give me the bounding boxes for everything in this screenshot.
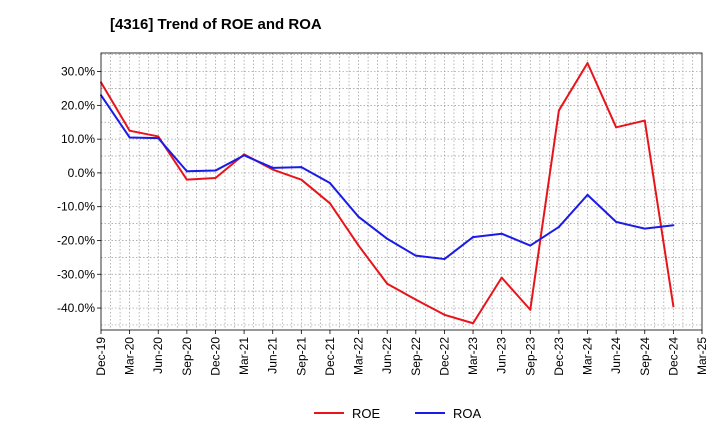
roa-data-point [271,166,274,169]
roa-data-point [300,166,303,169]
roe-data-point [500,276,503,279]
roa-data-point [414,254,417,257]
roe-data-point [386,282,389,285]
roe-data-point [185,178,188,181]
roa-data-point [643,227,646,230]
roe-data-point [586,62,589,65]
roa-data-point [557,225,560,228]
legend: ROE ROA [314,406,482,421]
x-tick-label: Dec-19 [94,337,108,376]
x-tick-label: Sep-24 [638,337,652,376]
x-tick-label: Jun-21 [266,337,280,374]
x-tick-label: Mar-20 [123,337,137,375]
roe-data-point [643,119,646,122]
x-tick-label: Mar-24 [581,337,595,375]
roe-data-point [214,176,217,179]
x-tick-label: Jun-20 [151,337,165,374]
roe-data-point [615,126,618,129]
roe-data-point [443,313,446,316]
y-tick-label: 10.0% [61,132,95,146]
roa-data-point [586,193,589,196]
x-tick-label: Jun-24 [609,337,623,374]
y-tick-label: 20.0% [61,98,95,112]
roe-data-point [357,244,360,247]
roa-data-point [443,258,446,261]
roe-data-point [328,202,331,205]
x-tick-label: Jun-23 [495,337,509,374]
x-tick-label: Dec-20 [208,337,222,376]
x-tick-label: Sep-23 [523,337,537,376]
roe-data-point [300,178,303,181]
roa-data-point [386,237,389,240]
roa-data-point [500,232,503,235]
roa-data-point [472,236,475,239]
x-tick-label: Dec-21 [323,337,337,376]
x-tick-label: Dec-24 [666,337,680,376]
roa-data-point [672,224,675,227]
roe-data-point [271,168,274,171]
roe-data-point [529,308,532,311]
y-tick-label: -10.0% [57,200,95,214]
roe-data-point [672,305,675,308]
roa-legend-label: ROA [453,406,482,421]
y-tick-label: 0.0% [68,166,96,180]
roa-data-point [615,220,618,223]
x-tick-label: Sep-22 [409,337,423,376]
roe-legend-label: ROE [352,406,381,421]
roe-data-point [128,129,131,132]
y-tick-label: 30.0% [61,65,95,79]
roa-data-point [185,170,188,173]
x-tick-label: Dec-22 [437,337,451,376]
x-tick-label: Sep-20 [180,337,194,376]
y-axis-ticks: 30.0% 20.0% 10.0% 0.0% -10.0% -20.0% -30.0% -40… [57,65,101,315]
roa-data-point [357,215,360,218]
roa-data-point [243,154,246,157]
x-tick-label: Dec-23 [552,337,566,376]
roe-data-point [557,109,560,112]
roe-data-point [157,135,160,138]
y-tick-label: -30.0% [57,267,95,281]
roe-data-point [414,298,417,301]
x-tick-label: Mar-23 [466,337,480,375]
y-tick-label: -40.0% [57,301,95,315]
series-lines [100,62,675,325]
roa-data-point [529,244,532,247]
roa-data-point [328,182,331,185]
y-tick-label: -20.0% [57,233,95,247]
grid-lines [101,53,702,330]
x-tick-label: Jun-22 [380,337,394,374]
roa-data-point [128,136,131,139]
roe-data-point [472,322,475,325]
x-tick-label: Mar-21 [237,337,251,375]
x-tick-label: Sep-21 [294,337,308,376]
chart-title: [4316] Trend of ROE and ROA [110,16,322,33]
plot-area-frame [100,52,703,331]
x-axis-ticks: Dec-19 Mar-20 Jun-20 Sep-20 Dec-20 Mar-21 Jun-… [94,330,709,376]
x-tick-label: Mar-25 [695,337,709,375]
x-tick-label: Mar-22 [352,337,366,375]
roa-data-point [214,169,217,172]
roa-data-point [157,137,160,140]
